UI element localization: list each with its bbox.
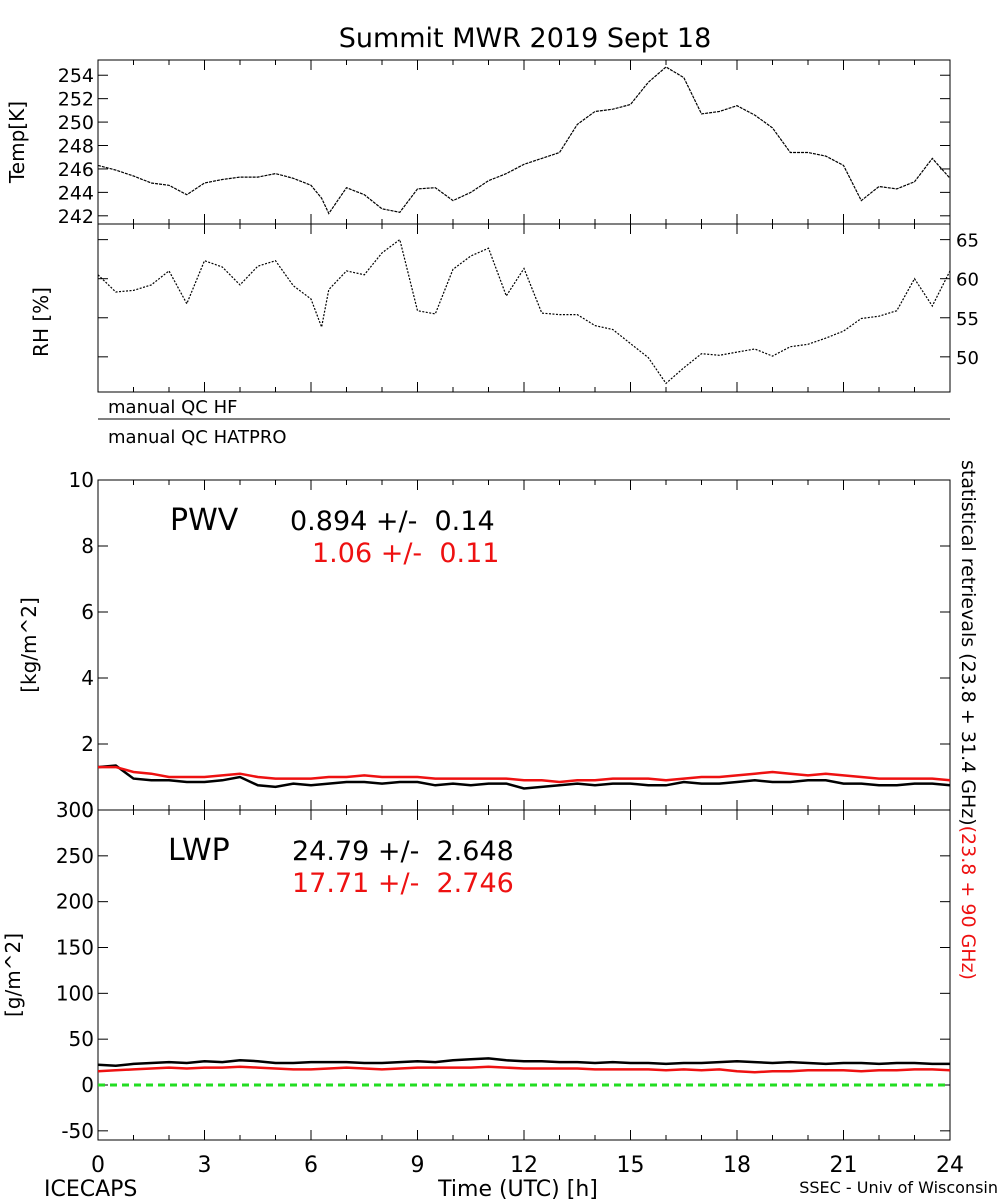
lwp-x-ticks: [97, 810, 951, 1140]
y-tick-label: 50: [69, 1027, 94, 1051]
temp-y-label: Temp[K]: [5, 101, 29, 184]
y-tick-label: 10: [69, 468, 94, 492]
pwv-name: PWV: [170, 503, 239, 538]
y-tick-label: 65: [956, 231, 979, 252]
lwp-y-label: [g/m^2]: [1, 933, 25, 1017]
rh-y-ticks: 50 55 60 65: [98, 231, 979, 369]
pwv-y-ticks: 0 2 4 6 8 10: [69, 468, 950, 822]
lwp-black-series: [97, 1057, 950, 1068]
x-tick-label: 18: [723, 1153, 751, 1178]
lwp-red-stat: 17.71 +/- 2.746: [292, 868, 514, 899]
y-tick-label: 250: [58, 112, 94, 134]
pwv-red-stat: 1.06 +/- 0.11: [312, 538, 499, 569]
figure-title: Summit MWR 2019 Sept 18: [339, 23, 712, 54]
x-tick-label: 0: [91, 1153, 105, 1178]
x-axis-label: Time (UTC) [h]: [437, 1177, 598, 1200]
pwv-x-ticks: [97, 480, 951, 810]
qc-hatpro-label: manual QC HATPRO: [108, 427, 287, 448]
y-tick-label: 0: [81, 1073, 94, 1097]
temp-series: [97, 66, 951, 215]
lwp-name: LWP: [168, 833, 230, 868]
y-tick-label: 246: [58, 159, 94, 181]
qc-strips: manual QC HF manual QC HATPRO: [98, 397, 950, 448]
x-tick-label: 21: [830, 1153, 858, 1178]
temp-x-ticks: [97, 60, 951, 224]
right-label-red: (23.8 + 90 GHz): [957, 826, 979, 980]
right-label-black: statistical retrievals (23.8 + 31.4 GHz): [957, 460, 979, 826]
y-tick-label: 60: [956, 270, 979, 291]
y-tick-label: 252: [58, 89, 94, 111]
x-tick-label: 9: [411, 1153, 425, 1178]
y-tick-label: 0: [81, 798, 94, 822]
rh-series: [97, 238, 951, 385]
qc-hf-label: manual QC HF: [108, 397, 237, 418]
y-tick-label: 254: [58, 65, 94, 87]
y-tick-label: 200: [56, 890, 94, 914]
rh-frame: [97, 223, 951, 393]
right-retrieval-label: statistical retrievals (23.8 + 31.4 GHz)…: [957, 460, 979, 980]
rh-x-ticks: [97, 224, 951, 392]
y-tick-label: 4: [81, 666, 94, 690]
pwv-black-stat: 0.894 +/- 0.14: [290, 506, 495, 537]
pwv-y-label: [kg/m^2]: [17, 597, 41, 693]
lwp-red-series: [97, 1065, 951, 1074]
y-tick-label: 248: [58, 136, 94, 158]
x-tick-labels: 0 3 6 9 12 15 18 21 24: [91, 1153, 964, 1178]
rh-panel: 50 55 60 65 RH [%]: [29, 223, 979, 393]
x-tick-label: 3: [198, 1153, 212, 1178]
y-tick-label: 300: [56, 798, 94, 822]
y-tick-label: 242: [58, 206, 94, 228]
y-tick-label: 244: [58, 182, 94, 204]
temp-frame: [97, 59, 951, 225]
lwp-panel: -50 0 50 100 150 200 250 300 LWP 24.79 +/- 2.64…: [1, 798, 951, 1143]
lwp-y-ticks: -50 0 50 100 150 200 250 300: [56, 798, 950, 1143]
footer-right: SSEC - Univ of Wisconsin: [799, 1178, 998, 1197]
y-tick-label: 6: [81, 600, 94, 624]
pwv-panel: 0 2 4 6 8 10 PWV 0.894 +/- 0.14 1.06 +/- 0.11…: [17, 468, 951, 822]
y-tick-label: 55: [956, 309, 979, 330]
y-tick-label: 50: [956, 348, 979, 369]
y-tick-label: -50: [61, 1119, 94, 1143]
y-tick-label: 2: [81, 732, 94, 756]
lwp-black-stat: 24.79 +/- 2.648: [292, 836, 514, 867]
y-tick-label: 8: [81, 534, 94, 558]
pwv-black-series: [97, 764, 951, 790]
y-tick-label: 250: [56, 844, 94, 868]
x-tick-label: 24: [936, 1153, 964, 1178]
rh-y-label: RH [%]: [29, 287, 53, 357]
y-tick-label: 100: [56, 981, 94, 1005]
footer-left: ICECAPS: [44, 1177, 137, 1200]
x-tick-label: 6: [304, 1153, 318, 1178]
pwv-red-series: [98, 765, 951, 784]
x-tick-label: 15: [617, 1153, 645, 1178]
x-tick-label: 12: [510, 1153, 538, 1178]
y-tick-label: 150: [56, 936, 94, 960]
